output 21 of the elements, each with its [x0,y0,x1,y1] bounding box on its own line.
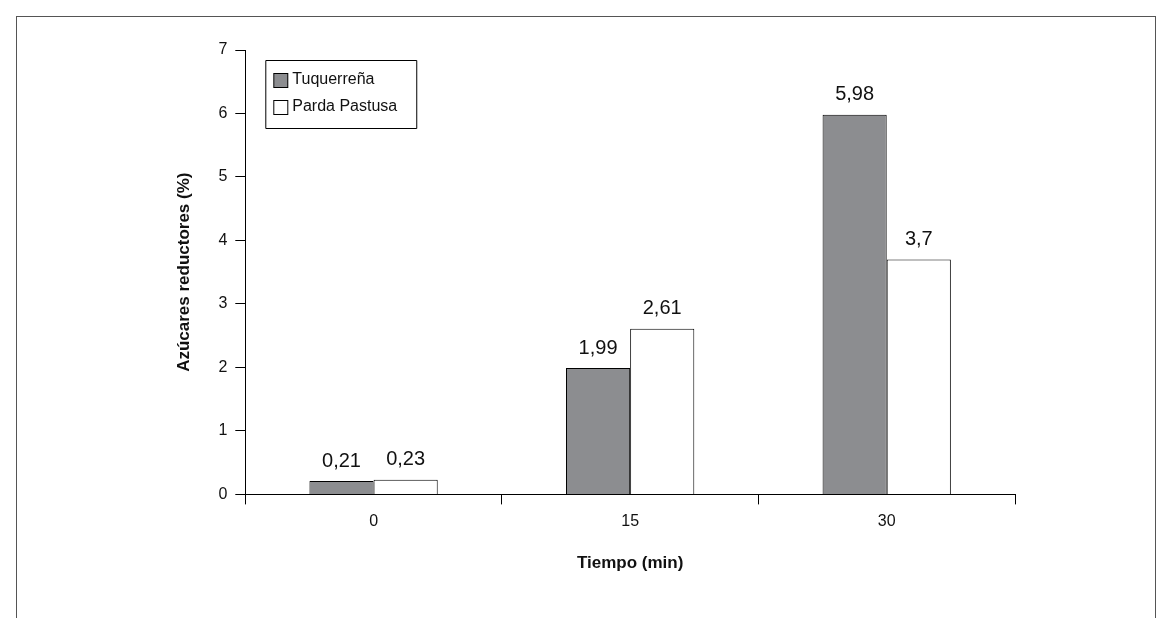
y-tick-label: 0 [218,484,228,502]
data-label: 0,21 [322,448,361,471]
y-tick-label: 5 [218,167,228,185]
y-axis-title: Azúcares reductores (%) [173,172,193,372]
legend-label: Parda Pastusa [292,97,398,115]
y-tick-label: 2 [218,357,228,375]
y-tick-label: 7 [218,40,228,58]
x-tick-label: 0 [369,512,379,530]
y-tick-label: 6 [218,103,228,121]
y-tick-label: 3 [218,294,228,312]
data-label: 5,98 [835,82,875,105]
data-label: 1,99 [578,335,618,358]
x-tick-label: 15 [621,512,640,530]
x-axis-title: Tiempo (min) [576,553,684,573]
data-label: 3,7 [904,227,933,250]
legend-label: Tuquerreña [292,70,375,88]
y-tick-label: 1 [218,421,228,439]
x-tick-label: 30 [877,512,896,530]
y-tick-label: 4 [218,230,228,248]
data-label: 2,61 [642,296,682,319]
data-label: 0,23 [386,447,426,470]
